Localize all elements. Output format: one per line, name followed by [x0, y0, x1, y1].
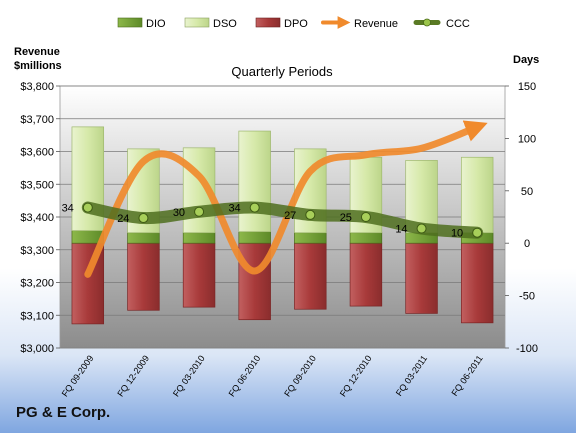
- right-tick-label-4: 100: [518, 133, 536, 145]
- revenue-series-line: [84, 120, 488, 278]
- x-axis-ticks: FQ 09-2009 FQ 12-2009 FQ 03-2010 FQ 06-2010…: [60, 353, 485, 398]
- legend-label-dpo: DPO: [284, 18, 308, 30]
- left-axis-title-line1: Revenue: [14, 46, 60, 58]
- left-tick-label-8: $3,800: [20, 81, 54, 93]
- left-tick-label-1: $3,100: [20, 310, 54, 322]
- x-tick-label-2: FQ 03-2010: [171, 353, 207, 398]
- legend-swatch-dio: [117, 17, 143, 28]
- bar-dpo-6: [405, 242, 438, 314]
- ccc-point-0: [82, 202, 93, 213]
- ccc-point-6: [416, 223, 427, 234]
- x-tick-label-0: FQ 09-2009: [60, 353, 96, 398]
- bar-dpo-1: [127, 242, 160, 311]
- legend-label-revenue: Revenue: [354, 18, 398, 30]
- right-tick-label-2: 0: [524, 238, 530, 250]
- ccc-line: [81, 201, 484, 239]
- left-tick-label-5: $3,500: [20, 179, 54, 191]
- right-axis-ticks: -100 -50 0 50 100 150: [505, 81, 538, 355]
- legend-marker-ccc: [423, 18, 431, 27]
- x-tick-label-3: FQ 06-2010: [227, 353, 263, 398]
- left-tick-label-3: $3,300: [20, 245, 54, 257]
- bar-dpo-4: [294, 242, 327, 310]
- legend-item-ccc: CCC: [413, 18, 470, 30]
- ccc-data-label-0: 34: [62, 203, 74, 215]
- ccc-point-2: [194, 206, 205, 217]
- right-tick-label-5: 150: [518, 81, 536, 93]
- right-tick-label-3: 50: [521, 186, 533, 198]
- bar-dpo-2: [182, 242, 216, 308]
- ccc-point-7: [472, 227, 483, 238]
- bar-dpo-7: [460, 242, 494, 324]
- ccc-data-label-2: 30: [173, 207, 185, 219]
- bar-dio-5: [349, 232, 383, 244]
- legend-label-dso: DSO: [213, 18, 237, 30]
- legend-swatch-dpo: [255, 17, 281, 28]
- right-tick-label-1: -50: [519, 291, 535, 303]
- chart-title: Quarterly Periods: [231, 64, 333, 79]
- ccc-data-label-5: 25: [340, 212, 352, 224]
- ccc-data-label-6: 14: [395, 224, 407, 236]
- bar-dio-2: [182, 232, 216, 244]
- right-axis-title: Days: [513, 54, 539, 66]
- bar-dso-7: [460, 156, 494, 234]
- legend-item-dio: DIO: [117, 17, 166, 30]
- ccc-data-label-4: 27: [284, 210, 296, 222]
- bar-dpo-5: [349, 242, 383, 307]
- x-tick-label-1: FQ 12-2009: [115, 353, 151, 398]
- bar-dso-3: [238, 130, 271, 233]
- bars: [71, 126, 494, 325]
- legend-label-dio: DIO: [146, 18, 166, 30]
- bar-dio-3: [238, 231, 271, 244]
- left-tick-label-4: $3,400: [20, 212, 54, 224]
- x-tick-label-6: FQ 03-2011: [394, 353, 429, 398]
- x-tick-label-4: FQ 09-2010: [282, 353, 318, 398]
- bar-dpo-3: [238, 242, 271, 321]
- x-tick-label-5: FQ 12-2010: [338, 353, 374, 398]
- ccc-point-5: [360, 212, 371, 222]
- revenue-line: [84, 120, 488, 278]
- ccc-point-3: [249, 202, 260, 213]
- legend-swatch-dso: [184, 17, 210, 28]
- right-tick-label-0: -100: [516, 343, 538, 355]
- left-tick-label-6: $3,600: [20, 147, 54, 159]
- ccc-data-labels: 34 24 30 34 27 25 14 10: [62, 203, 464, 240]
- left-axis-ticks: $3,000 $3,100 $3,200 $3,300 $3,400 $3,500 $3,6…: [20, 81, 60, 355]
- ccc-data-label-1: 24: [117, 213, 129, 225]
- ccc-point-1: [138, 213, 149, 224]
- ccc-point-4: [305, 209, 316, 220]
- legend-item-revenue: Revenue: [321, 16, 398, 30]
- legend: DIO DSO DPO Revenue CCC: [117, 16, 470, 30]
- ccc-data-label-7: 10: [451, 228, 463, 240]
- left-axis-title-line2: $millions: [14, 60, 62, 72]
- legend-item-dpo: DPO: [255, 17, 308, 30]
- legend-label-ccc: CCC: [446, 18, 470, 30]
- bar-dio-1: [127, 232, 160, 244]
- legend-item-dso: DSO: [184, 17, 237, 30]
- company-name: PG & E Corp.: [16, 404, 111, 421]
- bar-dio-4: [294, 232, 327, 244]
- ccc-data-label-3: 34: [228, 203, 240, 215]
- left-tick-label-0: $3,000: [20, 343, 54, 355]
- left-tick-label-7: $3,700: [20, 114, 54, 126]
- x-tick-label-7: FQ 06-2011: [449, 353, 484, 398]
- left-tick-label-2: $3,200: [20, 278, 54, 290]
